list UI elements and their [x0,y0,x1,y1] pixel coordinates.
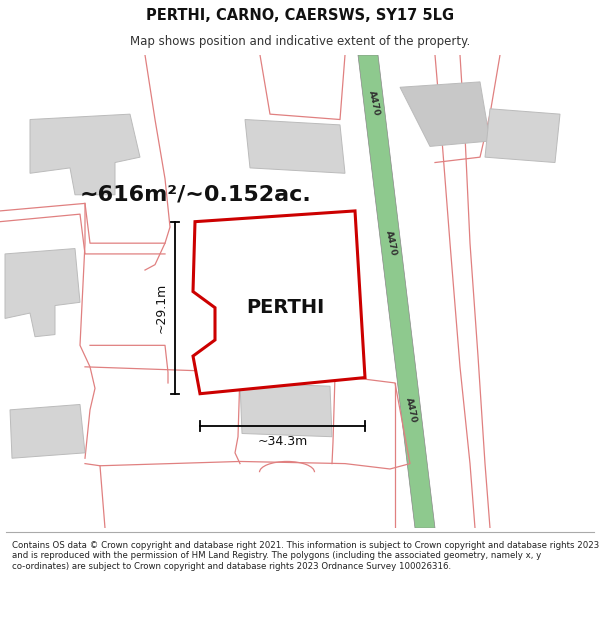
Text: A470: A470 [404,396,418,423]
Text: ~616m²/~0.152ac.: ~616m²/~0.152ac. [80,185,312,205]
Polygon shape [400,82,490,146]
Text: Map shows position and indicative extent of the property.: Map shows position and indicative extent… [130,35,470,48]
Polygon shape [358,55,435,528]
Polygon shape [225,243,325,332]
Text: A470: A470 [383,229,398,257]
Polygon shape [5,249,80,337]
Polygon shape [193,211,365,394]
Polygon shape [30,114,140,195]
Text: ~34.3m: ~34.3m [257,434,308,447]
Polygon shape [10,404,85,458]
Polygon shape [245,119,345,173]
Polygon shape [240,383,332,437]
Text: Contains OS data © Crown copyright and database right 2021. This information is : Contains OS data © Crown copyright and d… [12,541,599,571]
Text: PERTHI, CARNO, CAERSWS, SY17 5LG: PERTHI, CARNO, CAERSWS, SY17 5LG [146,8,454,23]
Text: PERTHI: PERTHI [246,298,324,318]
Text: ~29.1m: ~29.1m [155,282,167,333]
Polygon shape [485,109,560,162]
Text: A470: A470 [367,90,381,117]
